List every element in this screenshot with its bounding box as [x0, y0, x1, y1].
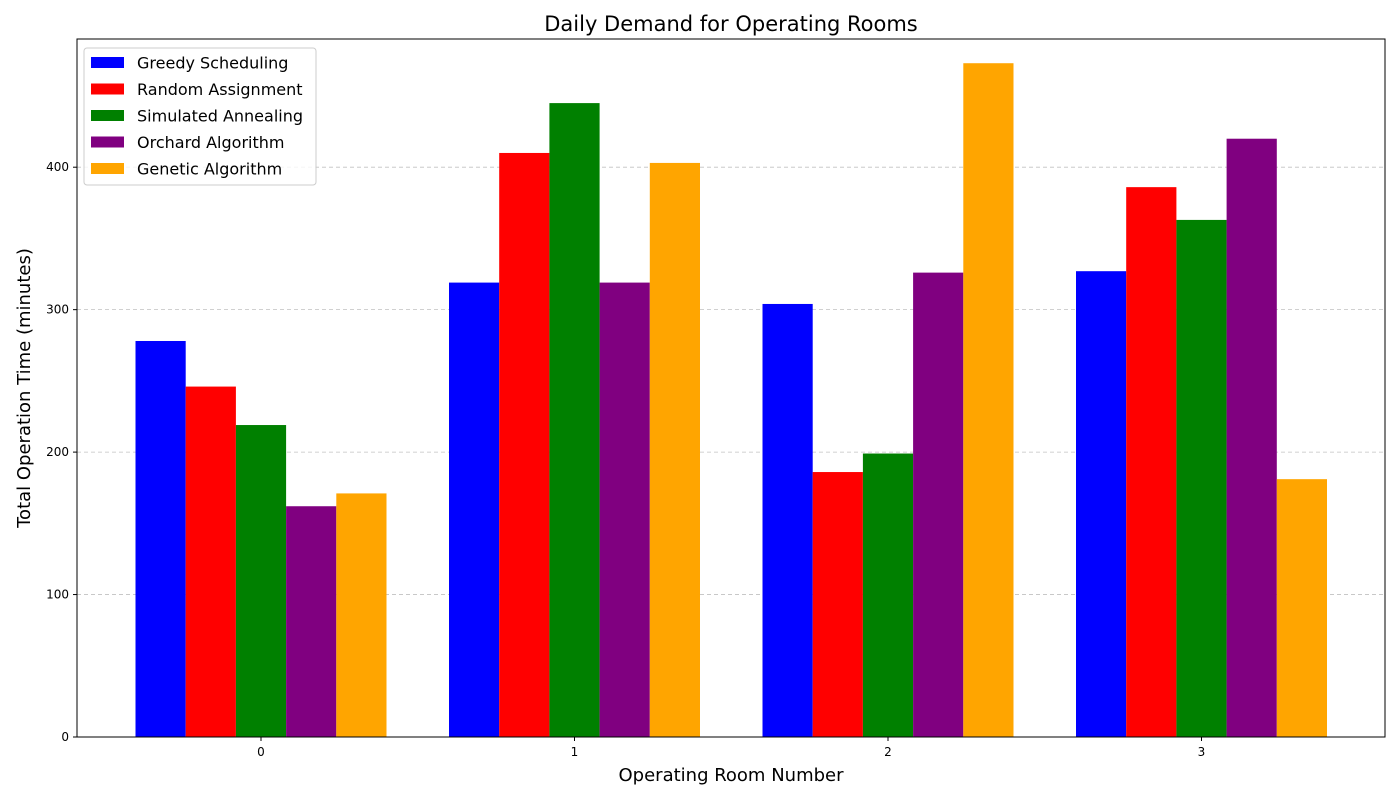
bar-random-assignment-room-2 [812, 472, 863, 737]
bar-genetic-algorithm-room-3 [1276, 479, 1327, 737]
legend-label: Orchard Algorithm [137, 133, 284, 152]
legend-swatch [91, 163, 124, 174]
bar-random-assignment-room-0 [185, 386, 236, 737]
y-tick-label: 0 [61, 730, 69, 744]
legend-label: Genetic Algorithm [137, 160, 282, 179]
legend-label: Greedy Scheduling [137, 54, 288, 73]
bar-greedy-scheduling-room-1 [449, 282, 500, 737]
bar-genetic-algorithm-room-1 [649, 162, 700, 738]
bar-simulated-annealing-room-3 [1176, 219, 1227, 737]
bar-orchard-algorithm-room-1 [599, 282, 650, 737]
bar-greedy-scheduling-room-3 [1076, 271, 1127, 737]
bar-orchard-algorithm-room-0 [286, 506, 337, 737]
x-tick-label: 1 [571, 745, 579, 759]
bar-simulated-annealing-room-1 [549, 103, 600, 737]
legend-swatch [91, 136, 124, 148]
legend-label: Simulated Annealing [137, 107, 303, 126]
legend-swatch [91, 83, 124, 95]
y-tick-label: 300 [46, 303, 69, 317]
axis-ticks: 0 100 200 300 400 0 1 2 3 [46, 160, 1205, 759]
legend-swatch [91, 57, 124, 68]
x-axis-title: Operating Room Number [619, 765, 845, 786]
bar-greedy-scheduling-room-0 [135, 340, 186, 737]
x-tick-label: 0 [257, 745, 265, 759]
y-tick-label: 400 [46, 160, 69, 174]
legend: Greedy Scheduling Random Assignment Simula… [83, 47, 317, 186]
y-tick-label: 200 [46, 445, 69, 459]
x-tick-label: 2 [884, 745, 892, 759]
y-axis-title: Total Operation Time (minutes) [14, 248, 35, 529]
bar-simulated-annealing-room-2 [862, 453, 914, 737]
bar-orchard-algorithm-room-2 [913, 272, 964, 737]
legend-label: Random Assignment [137, 80, 303, 99]
plot-frame [76, 38, 1386, 738]
legend-box [83, 47, 317, 186]
bar-greedy-scheduling-room-2 [762, 303, 813, 737]
bars [135, 63, 1327, 738]
bar-orchard-algorithm-room-3 [1226, 138, 1277, 737]
bar-genetic-algorithm-room-2 [963, 63, 1014, 738]
bar-random-assignment-room-1 [499, 152, 550, 738]
x-tick-label: 3 [1198, 745, 1206, 759]
bar-genetic-algorithm-room-0 [336, 493, 387, 737]
bar-random-assignment-room-3 [1126, 187, 1177, 737]
bar-simulated-annealing-room-0 [235, 425, 287, 737]
y-tick-label: 100 [46, 588, 69, 602]
chart-title: Daily Demand for Operating Rooms [544, 12, 918, 36]
legend-swatch [91, 110, 124, 121]
